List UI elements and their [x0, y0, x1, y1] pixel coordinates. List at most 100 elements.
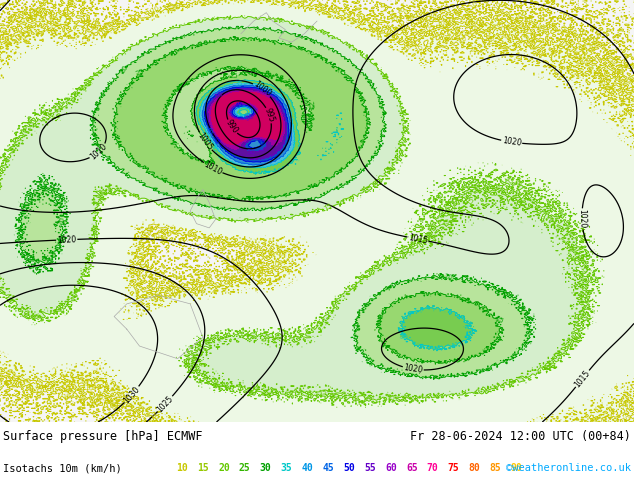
Text: 40: 40 — [243, 111, 253, 121]
Text: 15: 15 — [503, 175, 514, 186]
Text: 25: 25 — [494, 316, 504, 325]
Text: 20: 20 — [443, 273, 453, 281]
Text: 10: 10 — [270, 261, 280, 268]
Text: 45: 45 — [255, 138, 266, 148]
Text: 15: 15 — [465, 196, 476, 206]
Text: 1005: 1005 — [196, 131, 214, 152]
Text: 10: 10 — [244, 247, 255, 257]
Text: 25: 25 — [134, 69, 145, 77]
Text: 10: 10 — [578, 56, 588, 66]
Text: 1000: 1000 — [252, 80, 273, 98]
Text: 20: 20 — [119, 63, 129, 74]
Text: 10: 10 — [396, 7, 406, 14]
Text: 10: 10 — [469, 0, 479, 11]
Text: 30: 30 — [399, 334, 409, 342]
Text: 1010: 1010 — [202, 160, 224, 177]
Text: 45: 45 — [323, 463, 334, 473]
Text: 35: 35 — [281, 463, 292, 473]
Text: 50: 50 — [247, 149, 256, 155]
Text: 10: 10 — [234, 257, 245, 266]
Text: 65: 65 — [406, 463, 418, 473]
Text: 15: 15 — [318, 389, 327, 396]
Text: 10: 10 — [493, 1, 503, 12]
Text: 10: 10 — [586, 44, 596, 50]
Text: 10: 10 — [222, 276, 231, 282]
Text: 40: 40 — [302, 463, 313, 473]
Text: 1020: 1020 — [501, 136, 522, 148]
Text: 45: 45 — [235, 101, 245, 109]
Text: 1015: 1015 — [573, 368, 592, 389]
Text: 1020: 1020 — [577, 209, 587, 229]
Text: 10: 10 — [596, 80, 606, 87]
Text: 25: 25 — [239, 463, 250, 473]
Text: 35: 35 — [234, 80, 243, 87]
Text: 10: 10 — [468, 46, 478, 53]
Text: 10: 10 — [486, 35, 496, 44]
Text: 70: 70 — [427, 463, 439, 473]
Text: 10: 10 — [254, 262, 264, 271]
Text: 10: 10 — [493, 20, 503, 30]
Text: 60: 60 — [385, 463, 397, 473]
Text: 30: 30 — [260, 463, 271, 473]
Text: 1020: 1020 — [57, 235, 77, 245]
Text: 35: 35 — [233, 108, 242, 119]
Text: 10: 10 — [457, 34, 468, 45]
Text: 10: 10 — [150, 5, 160, 14]
Text: 20: 20 — [218, 463, 230, 473]
Text: 10: 10 — [436, 32, 446, 40]
Text: 10: 10 — [176, 463, 188, 473]
Text: 1020: 1020 — [403, 363, 424, 375]
Text: 15: 15 — [386, 394, 396, 402]
Text: 10: 10 — [467, 24, 477, 33]
Text: 10: 10 — [533, 23, 544, 32]
Text: 15: 15 — [440, 219, 450, 226]
Text: 10: 10 — [524, 16, 534, 24]
Text: Surface pressure [hPa] ECMWF: Surface pressure [hPa] ECMWF — [3, 430, 203, 442]
Text: 10: 10 — [62, 393, 72, 400]
Text: 10: 10 — [146, 293, 156, 303]
Text: 45: 45 — [211, 135, 221, 146]
Text: 10: 10 — [513, 13, 523, 20]
Text: 50: 50 — [344, 463, 355, 473]
Text: 10: 10 — [624, 404, 633, 410]
Text: 20: 20 — [57, 216, 67, 226]
Text: 10: 10 — [389, 15, 399, 24]
Text: 15: 15 — [323, 202, 333, 212]
Text: 1015: 1015 — [408, 233, 428, 245]
Text: 50: 50 — [214, 90, 224, 100]
Text: 10: 10 — [577, 29, 586, 36]
Text: 10: 10 — [287, 0, 298, 5]
Text: 50: 50 — [244, 113, 255, 122]
Text: 10: 10 — [47, 20, 56, 31]
Text: 10: 10 — [499, 32, 508, 40]
Text: 995: 995 — [262, 107, 276, 123]
Text: Fr 28-06-2024 12:00 UTC (00+84): Fr 28-06-2024 12:00 UTC (00+84) — [410, 430, 631, 442]
Text: 25: 25 — [229, 73, 238, 79]
Text: 10: 10 — [414, 44, 425, 53]
Text: 85: 85 — [489, 463, 501, 473]
Text: 40: 40 — [204, 126, 213, 136]
Text: 80: 80 — [469, 463, 481, 473]
Text: 10: 10 — [436, 20, 446, 26]
Text: 75: 75 — [448, 463, 460, 473]
Text: 1030: 1030 — [122, 385, 141, 405]
Text: ©weatheronline.co.uk: ©weatheronline.co.uk — [506, 463, 631, 473]
Text: 10: 10 — [94, 394, 104, 401]
Text: 15: 15 — [578, 265, 588, 275]
Text: 15: 15 — [197, 463, 209, 473]
Text: 25: 25 — [302, 113, 312, 121]
Text: 1010: 1010 — [88, 142, 108, 162]
Text: 25: 25 — [306, 100, 313, 109]
Text: 10: 10 — [32, 383, 41, 393]
Text: 10: 10 — [150, 232, 161, 241]
Text: 10: 10 — [403, 42, 413, 53]
Text: 10: 10 — [608, 56, 619, 66]
Text: 10: 10 — [621, 414, 632, 423]
Text: 10: 10 — [169, 288, 179, 296]
Text: 10: 10 — [422, 24, 433, 35]
Text: 10: 10 — [597, 418, 607, 426]
Text: 10: 10 — [427, 12, 437, 20]
Text: 10: 10 — [405, 16, 415, 23]
Text: 55: 55 — [364, 463, 376, 473]
Text: 30: 30 — [208, 143, 218, 153]
